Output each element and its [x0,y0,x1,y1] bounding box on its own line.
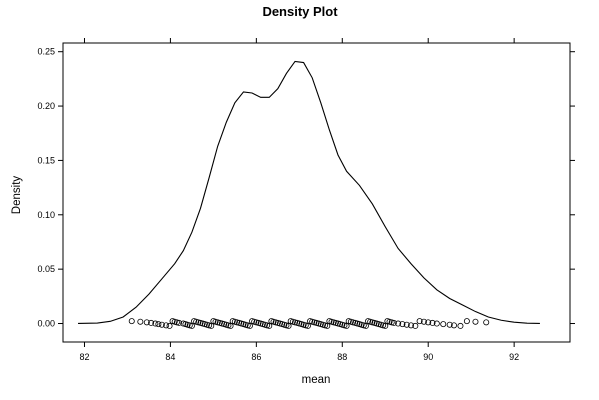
rug-point [158,321,165,328]
x-tick-label: 88 [337,352,347,362]
rug-point [208,322,215,329]
rug-point [324,322,331,329]
x-tick-label: 90 [423,352,433,362]
rug-point [472,318,479,325]
rug-point [246,322,253,329]
rug-point [152,320,159,327]
rug-point [395,320,402,327]
series-group [78,60,540,324]
rug-point [412,322,419,329]
rug-point [166,322,173,329]
rug-point [433,320,440,327]
rug-point [440,321,447,328]
x-axis-label: mean [302,374,331,386]
rug-point [227,322,234,329]
rug-point [420,318,427,325]
rug-point [450,322,457,329]
x-tick-label: 92 [509,352,519,362]
plot-frame [62,42,571,343]
rug-group [128,318,490,329]
y-tick-label: 0.00 [37,319,55,329]
chart-title: Density Plot [262,4,338,19]
y-tick-label: 0.10 [37,210,55,220]
rug-point [137,318,144,325]
y-tick-label: 0.25 [37,47,55,57]
y-tick-label: 0.05 [37,264,55,274]
x-tick-label: 84 [165,352,175,362]
rug-point [188,322,195,329]
rug-point [343,322,350,329]
rug-point [285,322,292,329]
y-tick-label: 0.15 [37,155,55,165]
rug-point [483,319,490,326]
rug-point [416,318,423,325]
rug-point [143,319,150,326]
x-tick-label: 82 [79,352,89,362]
rug-point [128,318,135,325]
x-tick-label: 86 [251,352,261,362]
rug-point [399,321,406,328]
rug-point [266,322,273,329]
y-tick-label: 0.20 [37,101,55,111]
x-axis: 82 84 86 88 90 92 [79,38,519,362]
rug-point [403,321,410,328]
rug-point [408,322,415,329]
rug-point [390,319,397,326]
y-axis-label: Density [11,176,23,215]
rug-point [446,321,453,328]
rug-point [382,322,389,329]
rug-point [425,319,432,326]
rug-point [148,319,155,326]
rug-point [176,319,183,326]
rug-point [163,322,170,329]
rug-point [429,319,436,326]
rug-point [457,322,464,329]
rug-point [155,321,162,328]
y-axis: 0.00 0.05 0.10 0.15 0.20 0.25 [37,47,575,329]
rug-point [304,322,311,329]
density-curve [78,60,540,324]
rug-point [463,318,470,325]
rug-point [362,322,369,329]
